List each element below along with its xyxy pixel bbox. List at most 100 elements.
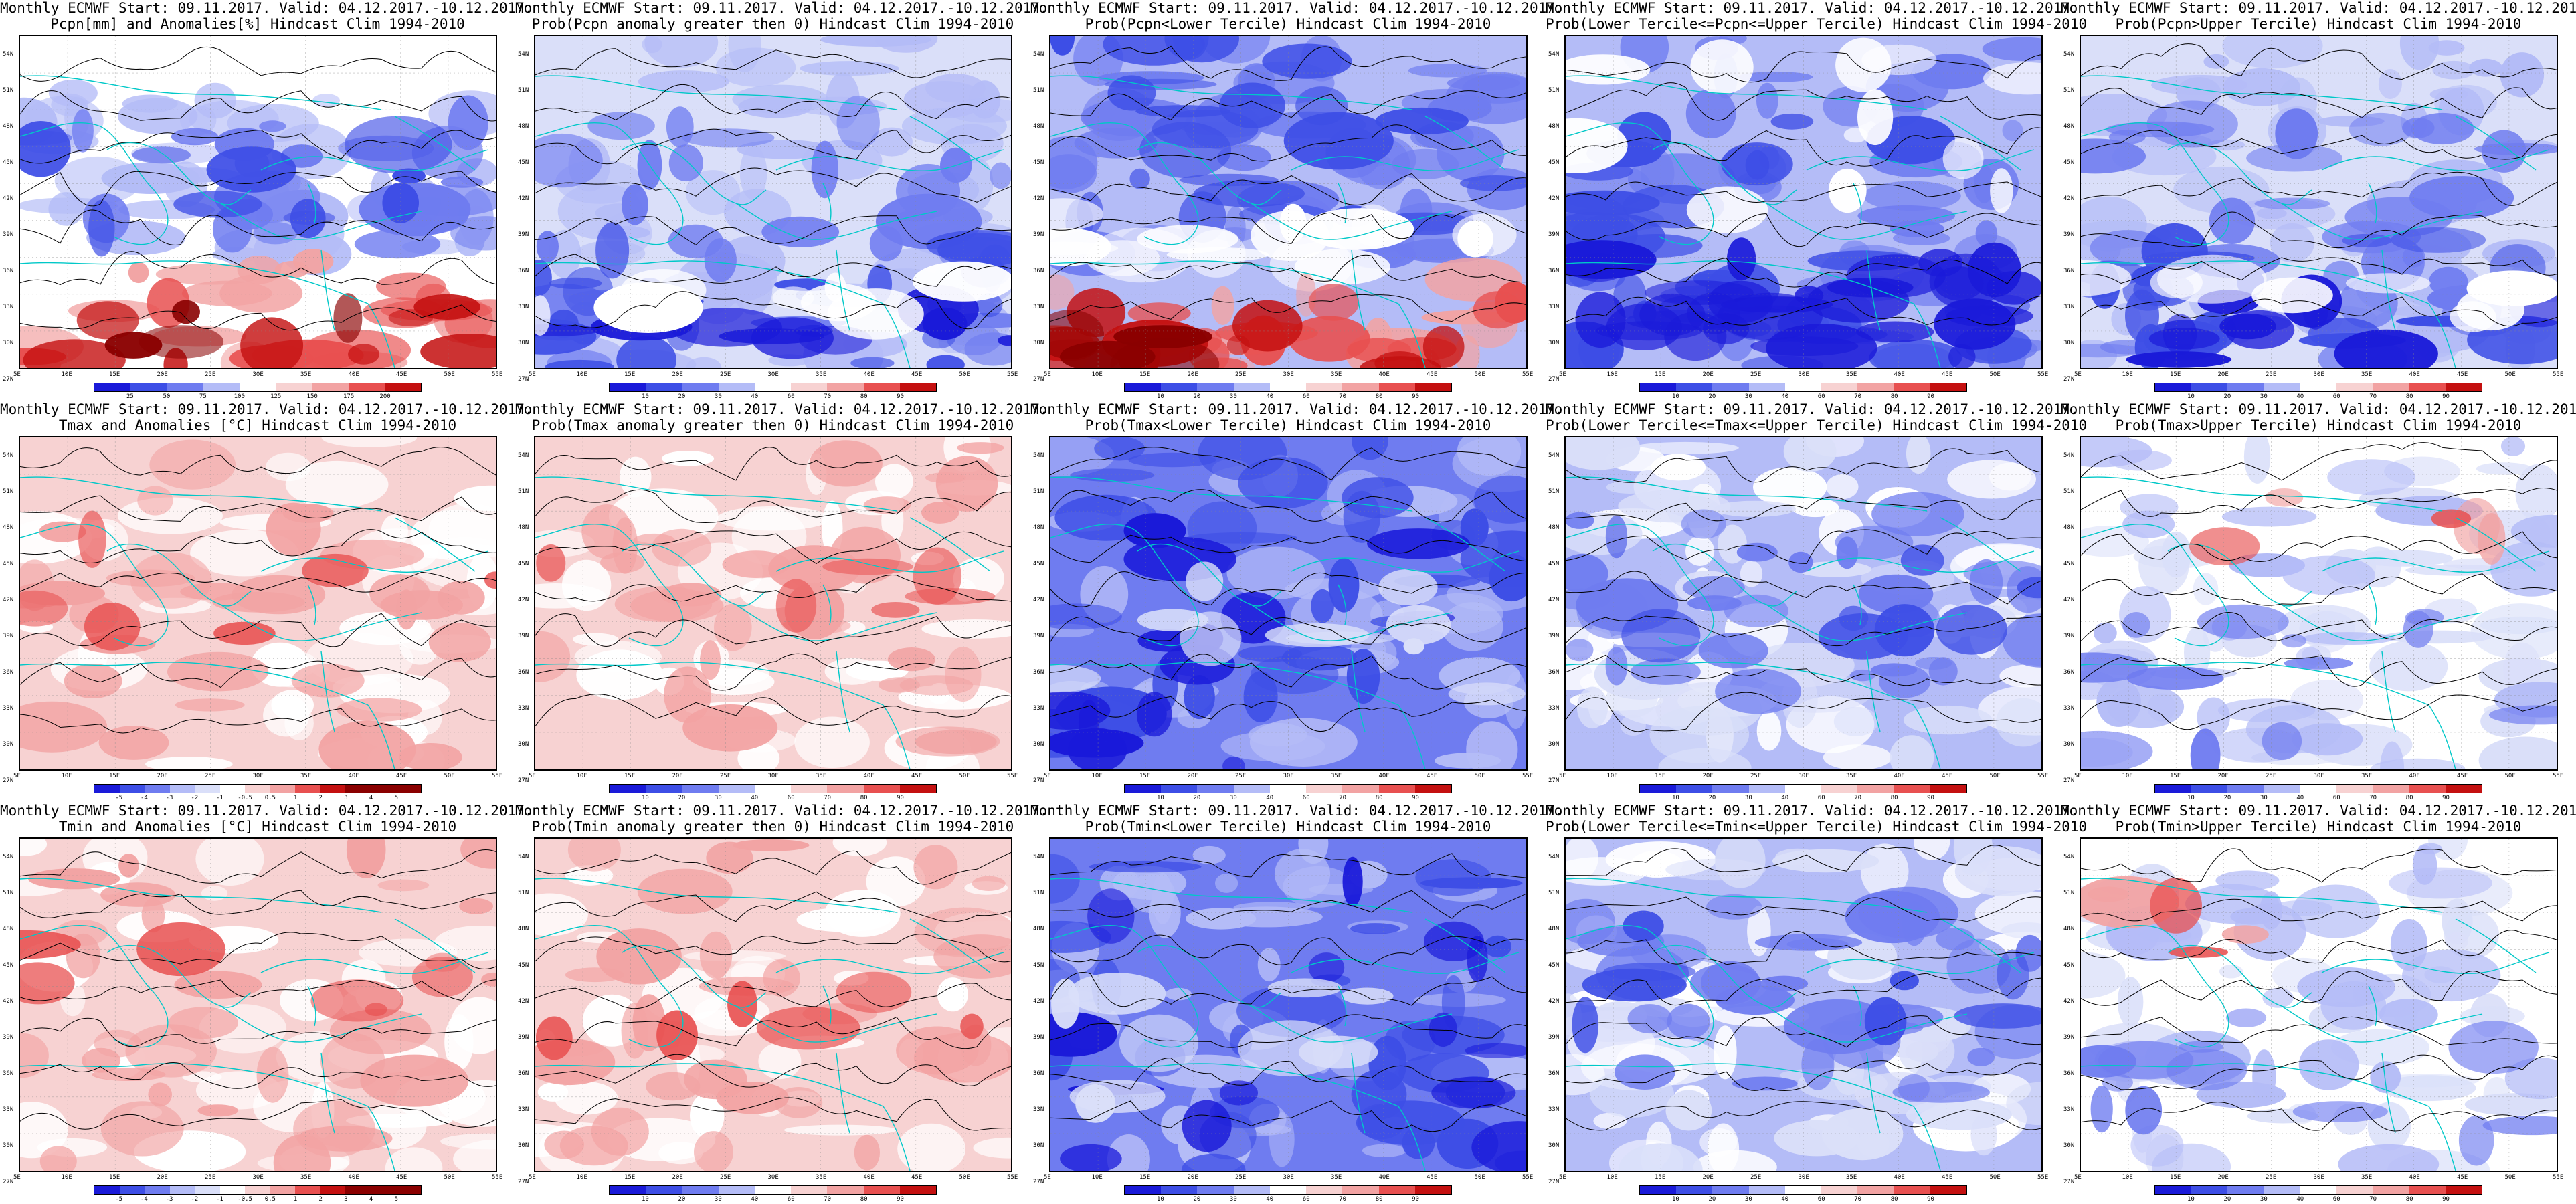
colorbar-segment [863, 1186, 900, 1194]
colorbar-segment [295, 785, 320, 793]
colorbar-tick-label: 60 [1817, 795, 1825, 801]
latitude-label: 27N [1033, 376, 1044, 383]
colorbar-labels: 10 20 30 40 60 70 80 90 [1639, 393, 1967, 401]
longitude-label: 55E [492, 773, 503, 779]
colorbar-segment [1197, 1186, 1234, 1194]
colorbar-segment [1233, 1186, 1270, 1194]
colorbar [94, 784, 422, 793]
latitude-label: 39N [1548, 1034, 1560, 1041]
colorbar-tick-label: 1 [293, 1196, 298, 1203]
latitude-label: 51N [2063, 890, 2075, 896]
colorbar-labels: -5 -4 -3 -2 -1 -0.5 0.5 1 2 3 4 5 [94, 795, 422, 803]
longitude-label: 30E [252, 371, 264, 378]
longitude-label: 30E [767, 1174, 779, 1181]
map-plot [19, 436, 497, 771]
map-plot [534, 837, 1012, 1172]
latitude-label: 39N [518, 633, 529, 639]
colorbar-segment [395, 785, 421, 793]
latitude-label: 30N [1548, 1142, 1560, 1149]
colorbar-segment [2191, 1186, 2228, 1194]
colorbar-tick-label: 90 [897, 1196, 904, 1203]
longitude-label: 30E [2313, 773, 2324, 779]
colorbar-segment [2300, 785, 2337, 793]
colorbar-segment [1784, 383, 1822, 391]
latitude-label: 39N [3, 633, 14, 639]
colorbar-segment [1161, 785, 1198, 793]
latitude-label: 42N [3, 597, 14, 603]
colorbar-segment [1784, 1186, 1822, 1194]
longitude-label: 40E [348, 1174, 359, 1181]
longitude-label: 40E [1894, 371, 1905, 378]
latitude-label: 51N [2063, 87, 2075, 94]
colorbar-tick-label: 30 [2260, 795, 2268, 801]
colorbar-segment [1269, 383, 1307, 391]
colorbar-tick-label: 60 [787, 795, 795, 801]
colorbar-tick-label: 20 [1708, 393, 1716, 400]
longitude-label: 30E [767, 773, 779, 779]
latitude-label: 48N [1548, 926, 1560, 932]
colorbar-segment [395, 1186, 421, 1194]
colorbar-tick-label: 20 [678, 393, 686, 400]
latitude-label: 42N [3, 998, 14, 1005]
longitude-label: 20E [157, 1174, 168, 1181]
latitude-label: 45N [3, 962, 14, 969]
colorbar-segment [610, 383, 646, 391]
longitude-label: 50E [1989, 1174, 2001, 1181]
latitude-label: 45N [2063, 561, 2075, 567]
colorbar [1639, 383, 1967, 392]
longitude-label: 45E [396, 371, 407, 378]
latitude-label: 27N [1033, 777, 1044, 784]
longitude-label: 35E [300, 371, 312, 378]
colorbar-tick-label: 0.5 [264, 795, 276, 801]
latitude-label: 54N [2063, 51, 2075, 58]
longitude-label: 30E [1283, 371, 1294, 378]
panel-title: Monthly ECMWF Start: 09.11.2017. Valid: … [1030, 401, 1564, 433]
panel-title: Monthly ECMWF Start: 09.11.2017. Valid: … [2061, 401, 2576, 433]
longitude-label: 35E [816, 371, 827, 378]
longitude-label: 15E [2170, 1174, 2181, 1181]
longitude-label: 10E [2122, 371, 2133, 378]
latitude-label: 42N [518, 597, 529, 603]
latitude-label: 39N [518, 1034, 529, 1041]
longitude-label: 50E [444, 1174, 455, 1181]
colorbar-labels: 10 20 30 40 60 70 80 90 [2154, 1196, 2482, 1204]
colorbar [1124, 383, 1452, 392]
colorbar-tick-label: 10 [1672, 1196, 1679, 1203]
colorbar-segment [1197, 785, 1234, 793]
colorbar-segment [2264, 1186, 2300, 1194]
colorbar-segment [899, 1186, 936, 1194]
colorbar [2154, 784, 2482, 793]
latitude-label: 30N [1548, 340, 1560, 346]
latitude-label: 30N [3, 340, 14, 346]
latitude-label: 36N [2063, 1070, 2075, 1077]
colorbar-segment [718, 1186, 755, 1194]
longitude-label: 10E [576, 371, 587, 378]
latitude-label: 27N [2063, 1179, 2075, 1185]
longitude-label: 20E [2217, 371, 2229, 378]
colorbar [94, 1185, 422, 1195]
colorbar-segment [2336, 383, 2373, 391]
colorbar-tick-label: 70 [1339, 795, 1347, 801]
colorbar-segment [2155, 1186, 2192, 1194]
colorbar-segment [718, 383, 755, 391]
colorbar-tick-label: 30 [1229, 393, 1237, 400]
colorbar-segment [899, 383, 936, 391]
colorbar-tick-label: 10 [2187, 393, 2195, 400]
longitude-label: 55E [492, 1174, 503, 1181]
colorbar-tick-label: 10 [642, 393, 649, 400]
latitude-label: 36N [1033, 268, 1044, 274]
colorbar-tick-label: 10 [1672, 795, 1679, 801]
latitude-label: 54N [1033, 854, 1044, 860]
longitude-label: 15E [1655, 773, 1666, 779]
longitude-label: 20E [1702, 371, 1714, 378]
panel-prob-tmin-anomaly-positive: Monthly ECMWF Start: 09.11.2017. Valid: … [515, 803, 1048, 1204]
longitude-label: 40E [1894, 773, 1905, 779]
colorbar-segment [1269, 785, 1307, 793]
latitude-label: 48N [2063, 123, 2075, 130]
latitude-label: 39N [1548, 231, 1560, 238]
longitude-label: 55E [1007, 1174, 1018, 1181]
map-plot [2080, 436, 2558, 771]
map-plot [534, 35, 1012, 369]
latitude-label: 51N [3, 488, 14, 495]
latitude-label: 30N [1033, 741, 1044, 748]
